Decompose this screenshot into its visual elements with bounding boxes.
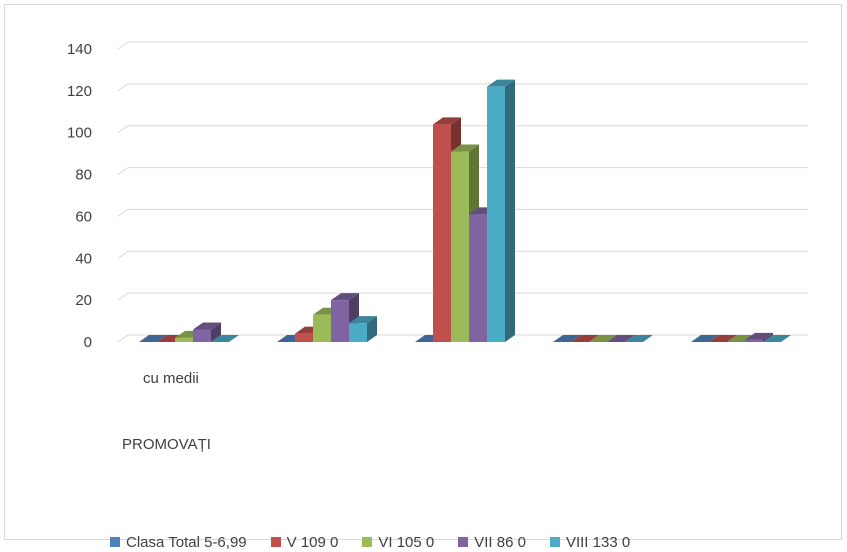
bar bbox=[709, 335, 737, 342]
y-tick-label: 80 bbox=[75, 167, 92, 184]
bar-top bbox=[745, 332, 773, 340]
bar bbox=[763, 335, 791, 342]
bar-top bbox=[763, 335, 791, 342]
legend-label: V 109 0 bbox=[286, 533, 339, 551]
bar bbox=[691, 335, 719, 342]
y-axis-ticks: 0 20 40 60 80 100 120 140 bbox=[67, 41, 92, 351]
bar-top bbox=[691, 335, 719, 342]
legend: Clasa Total 5-6,99 V 109 0 VI 105 0 VII 86 … bbox=[110, 532, 654, 552]
bar-top bbox=[331, 293, 359, 301]
bar-front bbox=[487, 86, 505, 343]
legend-label: VI 105 0 bbox=[378, 533, 435, 551]
y-tick-label: 140 bbox=[67, 41, 92, 58]
bar-front bbox=[469, 214, 487, 342]
bar-side bbox=[367, 316, 377, 342]
bar-top bbox=[193, 322, 221, 330]
bar-top bbox=[589, 335, 617, 342]
legend-item: Clasa Total 5-6,99 bbox=[110, 534, 247, 551]
bar-front bbox=[175, 337, 193, 342]
bar bbox=[211, 335, 239, 342]
legend-label: VII 86 0 bbox=[474, 533, 526, 551]
bar bbox=[625, 335, 653, 342]
legend-item: VI 105 0 bbox=[362, 534, 434, 551]
bar-top bbox=[709, 335, 737, 342]
bar-top bbox=[727, 335, 755, 342]
bar bbox=[193, 322, 221, 342]
y-tick-label: 40 bbox=[75, 250, 92, 267]
legend-item: VIII 133 0 bbox=[549, 533, 631, 551]
chart-frame bbox=[4, 4, 842, 540]
bar-top bbox=[487, 79, 515, 87]
bar-side bbox=[211, 322, 221, 342]
bar-top bbox=[451, 144, 479, 152]
bar bbox=[607, 335, 635, 342]
bar-top bbox=[553, 335, 581, 342]
bar-front bbox=[313, 314, 331, 342]
y-tick-label: 120 bbox=[67, 83, 92, 100]
gridline-depth bbox=[117, 292, 129, 301]
bar bbox=[349, 316, 377, 342]
bar-front bbox=[433, 124, 451, 342]
bar-front bbox=[349, 323, 367, 342]
legend-item: VII 86 0 bbox=[458, 534, 526, 551]
legend-label: Clasa Total 5-6,99 bbox=[126, 533, 247, 551]
bar bbox=[745, 332, 773, 342]
bar-front bbox=[331, 300, 349, 342]
bar-top bbox=[211, 335, 239, 342]
legend-swatch bbox=[362, 537, 373, 547]
bar bbox=[727, 335, 755, 342]
bar-side bbox=[505, 79, 515, 343]
legend-swatch bbox=[458, 537, 469, 547]
gridline-depth bbox=[117, 41, 129, 50]
bar bbox=[571, 335, 599, 342]
gridline-depth bbox=[117, 125, 129, 134]
bar-top bbox=[139, 335, 167, 342]
bar bbox=[553, 335, 581, 342]
legend-swatch bbox=[270, 537, 281, 547]
bar bbox=[487, 79, 515, 343]
bar-side bbox=[763, 332, 773, 342]
bar bbox=[139, 335, 167, 342]
gridline-depth bbox=[117, 250, 129, 259]
category-group-label: PROMOVAȚI bbox=[122, 436, 211, 453]
y-tick-label: 100 bbox=[67, 125, 92, 142]
gridline-depth bbox=[117, 83, 129, 92]
legend-swatch bbox=[110, 537, 120, 547]
legend-swatch bbox=[549, 537, 560, 547]
y-tick-label: 60 bbox=[75, 208, 92, 225]
y-tick-label: 0 bbox=[84, 334, 92, 351]
bars bbox=[139, 79, 791, 343]
legend-item: V 109 0 bbox=[270, 533, 339, 551]
bar-top bbox=[625, 335, 653, 342]
y-tick-label: 20 bbox=[75, 292, 92, 309]
bar-front bbox=[745, 339, 763, 342]
bar-top bbox=[433, 117, 461, 125]
bar-front bbox=[295, 333, 313, 342]
gridline-depth bbox=[117, 334, 129, 343]
bar bbox=[589, 335, 617, 342]
bar-top bbox=[607, 335, 635, 342]
legend-label: VIII 133 0 bbox=[565, 533, 631, 551]
gridline-depth bbox=[117, 167, 129, 175]
category-label: cu medii bbox=[143, 370, 199, 387]
bar-top bbox=[571, 335, 599, 342]
bar-top bbox=[349, 316, 377, 324]
bar-front bbox=[193, 329, 211, 342]
bar-front bbox=[451, 151, 469, 342]
gridline-depth bbox=[117, 209, 129, 217]
